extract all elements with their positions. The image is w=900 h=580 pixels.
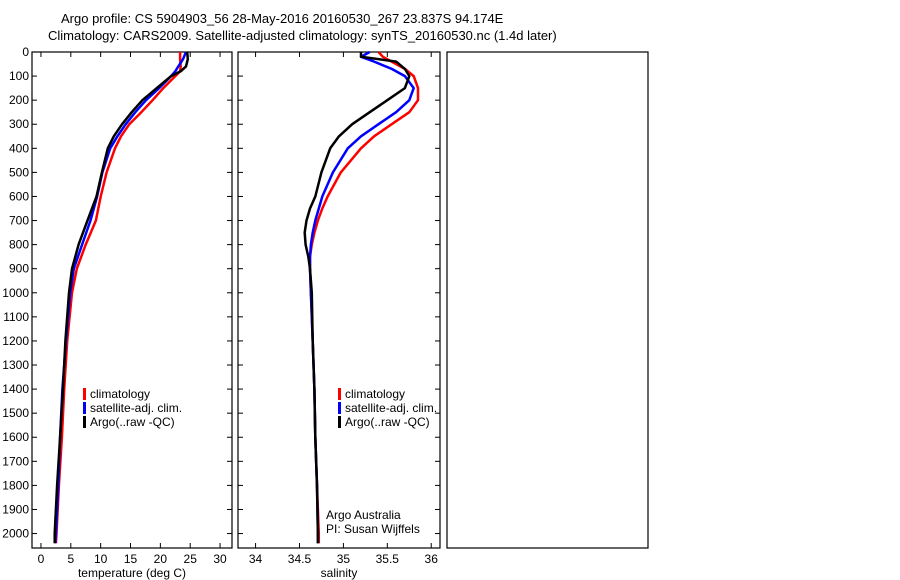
y-tick-label: 900 — [9, 262, 29, 276]
salinity-panel: 34 34.5 35 35.5 36 salinity climatologysatelli… — [237, 50, 441, 580]
legend-swatch — [83, 416, 86, 428]
y-tick-label: 300 — [9, 117, 29, 131]
legend-label: Argo(..raw -QC) — [345, 415, 430, 429]
y-tick-label: 1400 — [2, 382, 29, 396]
series-line-climatology — [54, 52, 182, 544]
x-tick-label: 35 — [337, 552, 351, 566]
y-tick-label: 100 — [9, 69, 29, 83]
x-tick-label: 25 — [184, 552, 198, 566]
y-tick-label: 1600 — [2, 430, 29, 444]
profile-title: Argo profile: CS 5904903_56 28-May-2016 … — [61, 11, 504, 26]
legend-label: satellite-adj. clim. — [345, 401, 437, 415]
y-tick-label: 0 — [22, 45, 29, 59]
temperature-panel: 0100200300400500600700800900100011001200… — [2, 45, 233, 580]
legend-swatch — [83, 388, 86, 400]
y-tick-label: 500 — [9, 165, 29, 179]
series-line-argo-raw-qc- — [53, 51, 190, 544]
series-line-climatology — [308, 51, 420, 544]
x-axis-label: salinity — [321, 566, 358, 580]
x-tick-label: 36 — [425, 552, 439, 566]
x-tick-label: 34.5 — [288, 552, 312, 566]
y-tick-label: 200 — [9, 93, 29, 107]
y-tick-label: 2000 — [2, 527, 29, 541]
y-tick-label: 400 — [9, 141, 29, 155]
x-axis-label: temperature (deg C) — [78, 566, 186, 580]
x-tick-label: 15 — [124, 552, 138, 566]
y-tick-label: 1500 — [2, 406, 29, 420]
climatology-subtitle: Climatology: CARS2009. Satellite-adjuste… — [48, 28, 557, 43]
series-line-satellite-adj-clim- — [308, 50, 415, 544]
legend-label: climatology — [345, 387, 405, 401]
legend-label: Argo(..raw -QC) — [90, 415, 175, 429]
pi-annotation: Argo Australia — [326, 508, 401, 522]
y-tick-label: 600 — [9, 189, 29, 203]
x-tick-label: 30 — [213, 552, 227, 566]
legend-label: climatology — [90, 387, 150, 401]
x-tick-label: 5 — [67, 552, 74, 566]
y-tick-label: 1200 — [2, 334, 29, 348]
axes-frame — [446, 51, 649, 549]
x-tick-label: 20 — [154, 552, 168, 566]
y-tick-label: 1100 — [3, 310, 29, 324]
x-tick-label: 10 — [94, 552, 108, 566]
pi-annotation: PI: Susan Wijffels — [326, 522, 420, 536]
x-tick-label: 35.5 — [376, 552, 400, 566]
legend-swatch — [83, 402, 86, 414]
y-tick-label: 800 — [9, 238, 29, 252]
difference-panel — [446, 51, 649, 549]
legend-label: satellite-adj. clim. — [90, 401, 182, 415]
legend-swatch — [338, 388, 341, 400]
x-tick-label: 34 — [249, 552, 263, 566]
legend-swatch — [338, 416, 341, 428]
y-tick-label: 1900 — [2, 502, 29, 516]
y-tick-label: 1700 — [2, 454, 29, 468]
axes-frame — [31, 51, 233, 549]
legend-swatch — [338, 402, 341, 414]
axes-frame — [237, 51, 441, 549]
y-tick-label: 1300 — [2, 358, 29, 372]
y-tick-label: 700 — [9, 214, 29, 228]
y-tick-label: 1000 — [2, 286, 29, 300]
x-tick-label: 0 — [38, 552, 45, 566]
y-tick-label: 1800 — [2, 478, 29, 492]
series-line-argo-raw-qc- — [303, 52, 411, 544]
